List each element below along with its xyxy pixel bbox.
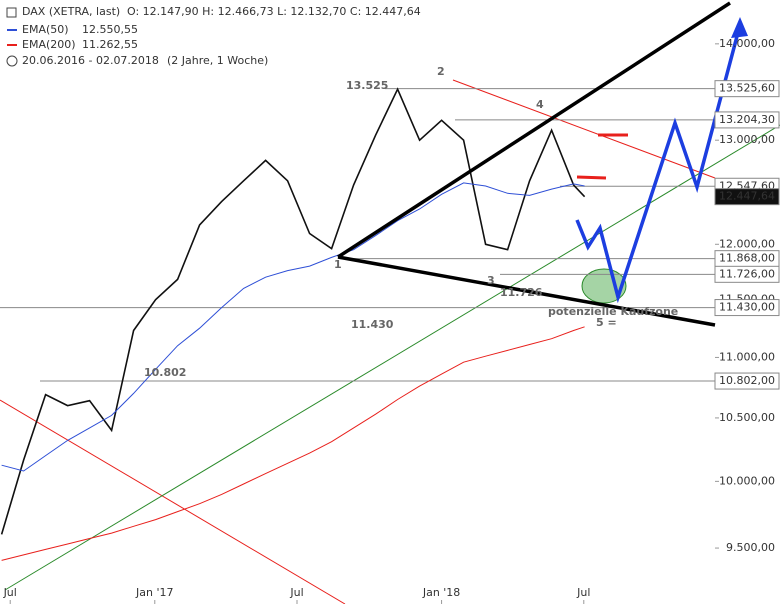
level-label: 12.447,64 <box>719 190 775 203</box>
y-tick-label: 13.000,00 <box>719 133 775 146</box>
period: 20.06.2016 - 02.07.2018 <box>22 54 159 67</box>
legend-ema50: EMA(50) <box>22 23 69 36</box>
x-tick-label: Jul <box>576 586 590 599</box>
legend-ema200: EMA(200) <box>22 38 76 51</box>
annotation: potenzielle Kaufzone <box>548 305 678 318</box>
x-tick-label: Jan '17 <box>135 586 173 599</box>
annotation: 2 <box>437 65 445 78</box>
legend-ema50-last: 12.550,55 <box>82 23 138 36</box>
ohlc: O: 12.147,90 H: 12.466,73 L: 12.132,70 C… <box>127 5 421 18</box>
level-box <box>714 80 780 98</box>
annotation: 1 <box>334 258 342 271</box>
x-tick-label: Jul <box>289 586 303 599</box>
level-box <box>714 265 780 283</box>
legend-ema200-last: 11.262,55 <box>82 38 138 51</box>
annotation: 5 = <box>596 316 617 329</box>
level-label: 10.802,00 <box>719 374 775 387</box>
y-tick-label: 14.000,00 <box>719 37 775 50</box>
series-line <box>0 87 586 535</box>
level-label: 11.726,00 <box>719 267 775 280</box>
y-tick-label: 11.000,00 <box>719 350 775 363</box>
annotation: 11.726 <box>500 286 543 299</box>
level-label: 13.525,60 <box>719 82 775 95</box>
y-tick-label: 10.500,00 <box>719 411 775 424</box>
annotation: 4 <box>536 98 544 111</box>
level-label: 11.430,00 <box>719 301 775 314</box>
legend: DAX (XETRA, last) O: 12.147,90 H: 12.466… <box>6 5 421 67</box>
annotation: 13.525 <box>346 79 388 92</box>
y-tick-label: 12.000,00 <box>719 237 775 250</box>
level-label: 11.868,00 <box>719 252 775 265</box>
y-tick-label: 9.500,00 <box>726 541 775 554</box>
level-box <box>714 299 780 317</box>
annotation: 11.430 <box>351 318 394 331</box>
instrument: DAX (XETRA, last) <box>22 5 120 18</box>
level-box <box>714 188 780 206</box>
x-tick-label: Jul <box>3 586 17 599</box>
trendlines <box>0 79 780 604</box>
span: (2 Jahre, 1 Woche) <box>167 54 268 67</box>
annotations: 13.525 2 4 1 3 11.726 11.430 10.802 5 = … <box>144 65 678 379</box>
level-box <box>714 111 780 129</box>
series-line <box>1 182 585 472</box>
level-box <box>714 372 780 390</box>
drawings <box>337 1 748 327</box>
annotation: 10.802 <box>144 366 186 379</box>
x-tick-label: Jan '18 <box>422 586 460 599</box>
level-label: 13.204,30 <box>719 113 775 126</box>
y-tick-label: 10.000,00 <box>719 474 775 487</box>
annotation: 3 <box>487 274 495 287</box>
series-line <box>1 326 585 561</box>
